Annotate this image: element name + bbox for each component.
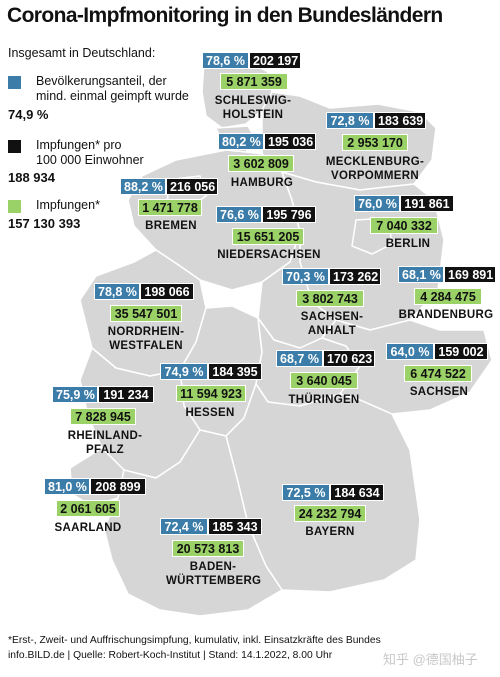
share-badge: 72,8 %	[326, 112, 374, 129]
total-badge: 5 871 359	[220, 73, 288, 90]
total-badge: 2 061 605	[56, 500, 120, 517]
legend-item-per100k: Impfungen* pro 100 000 Einwohner 188 934	[8, 138, 188, 188]
share-badge: 72,5 %	[282, 484, 330, 501]
page-title: Corona-Impfmonitoring in den Bundeslände…	[7, 4, 443, 27]
share-badge: 76,0 %	[354, 195, 400, 212]
total-badge: 3 802 743	[296, 290, 364, 307]
total-badge: 11 594 923	[176, 385, 246, 402]
total-badge: 35 547 501	[110, 305, 182, 322]
state-label: BRANDENBURG	[398, 309, 494, 321]
share-badge: 88,2 %	[120, 178, 166, 195]
share-badge: 68,7 %	[276, 350, 323, 367]
share-badge: 81,0 %	[44, 478, 90, 495]
per100k-badge: 191 861	[400, 195, 454, 212]
per100k-badge: 202 197	[249, 52, 301, 69]
state-label: NORDRHEIN- WESTFALEN	[107, 326, 185, 352]
state-label: HESSEN	[185, 407, 235, 419]
state-label: BREMEN	[145, 220, 197, 232]
per100k-badge: 185 343	[208, 518, 262, 535]
state-label: SAARLAND	[54, 522, 122, 534]
legend-value-per100k: 188 934	[8, 170, 55, 185]
legend-item-total: Impfungen* 157 130 393	[8, 198, 188, 234]
total-badge: 6 474 522	[404, 365, 472, 382]
share-badge: 76,6 %	[216, 206, 262, 223]
state-label: MECKLENBURG- VORPOMMERN	[325, 156, 425, 182]
total-badge: 7 828 945	[70, 408, 136, 425]
state-label: HAMBURG	[230, 177, 294, 189]
total-badge: 15 651 205	[232, 228, 304, 245]
share-badge: 78,6 %	[202, 52, 249, 69]
per100k-badge: 184 395	[208, 363, 262, 380]
legend-heading: Insgesamt in Deutschland:	[8, 46, 156, 60]
share-badge: 75,9 %	[52, 386, 98, 403]
per100k-badge: 159 002	[434, 343, 488, 360]
per100k-badge: 208 899	[90, 478, 146, 495]
legend-label-share: Bevölkerungsanteil, der mind. einmal gei…	[36, 74, 189, 103]
legend-swatch-black	[8, 140, 21, 153]
share-badge: 72,4 %	[160, 518, 208, 535]
legend-value-share: 74,9 %	[8, 107, 49, 122]
state-label: RHEINLAND- PFALZ	[67, 430, 143, 456]
share-badge: 80,2 %	[218, 133, 264, 150]
legend-item-share: Bevölkerungsanteil, der mind. einmal gei…	[8, 74, 189, 124]
per100k-badge: 195 036	[264, 133, 316, 150]
footnote-line-1: *Erst-, Zweit- und Auffrischungsimpfung,…	[8, 635, 381, 646]
total-badge: 24 232 794	[294, 505, 366, 522]
footnote-line-2: info.BILD.de | Quelle: Robert-Koch-Insti…	[8, 650, 333, 661]
total-badge: 4 284 475	[414, 288, 482, 305]
share-badge: 70,3 %	[282, 268, 329, 285]
state-label: NIEDERSACHSEN	[217, 249, 321, 261]
legend-value-total: 157 130 393	[8, 216, 81, 231]
total-badge: 2 953 170	[342, 134, 408, 151]
state-label: THÜRINGEN	[288, 394, 360, 406]
footnote: *Erst-, Zweit- und Auffrischungsimpfung,…	[8, 633, 498, 663]
state-label: SACHSEN	[409, 386, 469, 398]
share-badge: 64,0 %	[386, 343, 434, 360]
state-label: SCHLESWIG- HOLSTEIN	[214, 95, 292, 121]
state-label: BERLIN	[385, 238, 431, 250]
legend-label-per100k: Impfungen* pro 100 000 Einwohner	[36, 138, 144, 167]
per100k-badge: 216 056	[166, 178, 218, 195]
state-label: BADEN- WÜRTTEMBERG	[166, 561, 262, 587]
per100k-badge: 198 066	[140, 283, 194, 300]
total-badge: 3 602 809	[228, 155, 294, 172]
watermark: 知乎 @德国柚子	[383, 652, 478, 667]
legend-label-total: Impfungen*	[36, 198, 100, 212]
per100k-badge: 195 796	[262, 206, 316, 223]
legend-swatch-green	[8, 200, 21, 213]
share-badge: 74,9 %	[160, 363, 208, 380]
per100k-badge: 169 891	[444, 266, 496, 283]
legend-swatch-blue	[8, 76, 21, 89]
share-badge: 78,8 %	[94, 283, 140, 300]
total-badge: 1 471 778	[138, 199, 202, 216]
per100k-badge: 173 262	[329, 268, 381, 285]
total-badge: 3 640 045	[290, 372, 358, 389]
per100k-badge: 191 234	[98, 386, 154, 403]
state-label: SACHSEN- ANHALT	[300, 311, 364, 337]
share-badge: 68,1 %	[398, 266, 444, 283]
per100k-badge: 170 623	[323, 350, 375, 367]
per100k-badge: 184 634	[330, 484, 384, 501]
total-badge: 20 573 813	[172, 540, 244, 557]
per100k-badge: 183 639	[374, 112, 426, 129]
state-label: BAYERN	[305, 526, 355, 538]
total-badge: 7 040 332	[370, 217, 438, 234]
